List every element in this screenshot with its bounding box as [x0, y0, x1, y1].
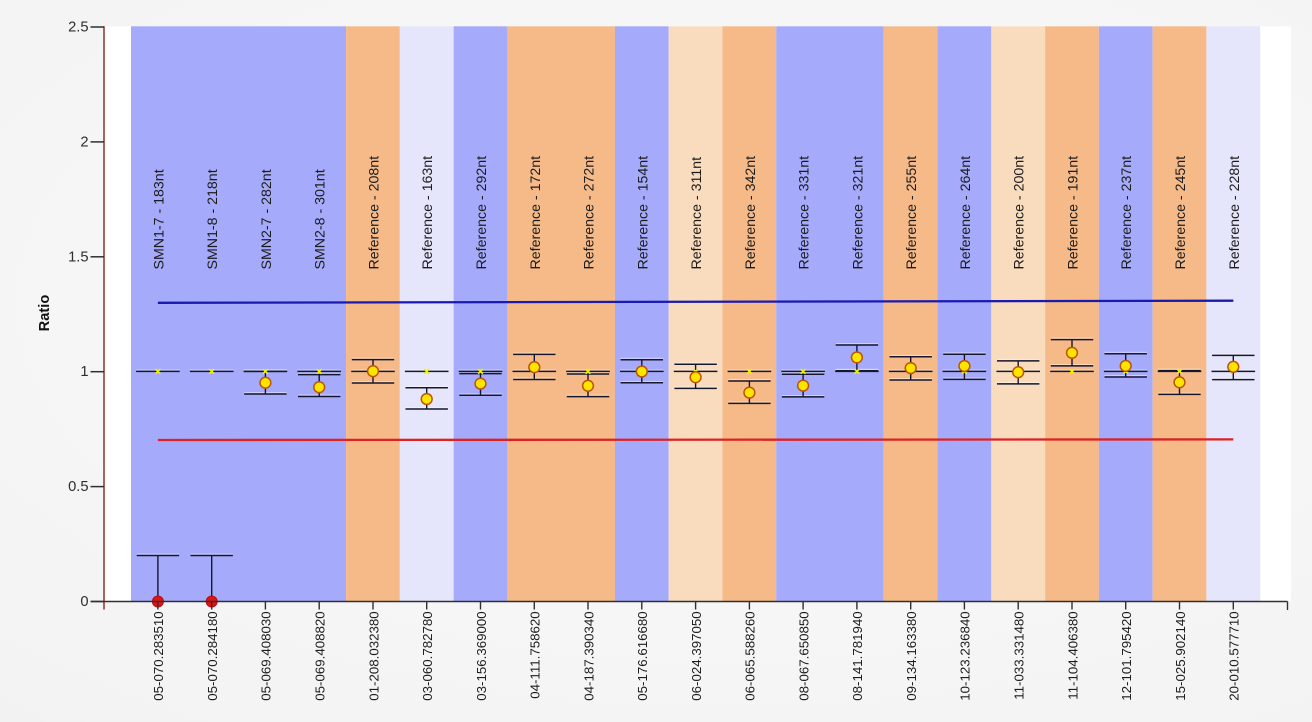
svg-text:Reference - 191nt: Reference - 191nt	[1066, 156, 1082, 270]
svg-text:05-070.284180: 05-070.284180	[205, 611, 220, 700]
svg-text:1: 1	[80, 364, 88, 380]
svg-text:01-208.032380: 01-208.032380	[366, 611, 381, 700]
svg-text:0.5: 0.5	[68, 479, 88, 495]
svg-text:05-070.283510: 05-070.283510	[151, 611, 166, 700]
svg-text:08-141.781940: 08-141.781940	[850, 611, 865, 700]
svg-text:Ratio: Ratio	[37, 295, 53, 332]
svg-text:Reference - 200nt: Reference - 200nt	[1012, 156, 1028, 270]
svg-text:Reference - 292nt: Reference - 292nt	[474, 156, 490, 270]
svg-text:Reference - 255nt: Reference - 255nt	[904, 156, 920, 270]
svg-text:SMN2-8 - 301nt: SMN2-8 - 301nt	[313, 169, 329, 269]
svg-text:Reference - 237nt: Reference - 237nt	[1119, 156, 1135, 270]
svg-text:08-067.650850: 08-067.650850	[796, 611, 811, 700]
svg-text:09-134.163380: 09-134.163380	[904, 611, 919, 700]
svg-text:Reference - 245nt: Reference - 245nt	[1173, 156, 1189, 270]
svg-text:0: 0	[80, 594, 88, 610]
svg-text:Reference - 228nt: Reference - 228nt	[1227, 156, 1243, 270]
svg-text:Reference - 154nt: Reference - 154nt	[635, 156, 651, 270]
svg-text:SMN1-8 - 218nt: SMN1-8 - 218nt	[205, 169, 221, 269]
svg-text:11-104.406380: 11-104.406380	[1065, 611, 1080, 699]
svg-text:20-010.577710: 20-010.577710	[1227, 611, 1242, 700]
svg-text:06-024.397050: 06-024.397050	[689, 611, 704, 700]
svg-text:03-156.369000: 03-156.369000	[474, 611, 489, 700]
svg-text:SMN2-7 - 282nt: SMN2-7 - 282nt	[259, 169, 275, 269]
svg-text:Reference - 311nt: Reference - 311nt	[689, 157, 705, 270]
svg-text:SMN1-7 - 183nt: SMN1-7 - 183nt	[151, 169, 167, 269]
svg-text:2.5: 2.5	[68, 20, 88, 36]
svg-text:Reference - 163nt: Reference - 163nt	[420, 156, 436, 270]
svg-text:04-187.390340: 04-187.390340	[581, 611, 596, 700]
svg-text:05-176.616680: 05-176.616680	[635, 611, 650, 700]
svg-text:Reference - 172nt: Reference - 172nt	[528, 156, 544, 270]
svg-text:Reference - 208nt: Reference - 208nt	[367, 156, 383, 270]
svg-text:06-065.588260: 06-065.588260	[743, 611, 758, 700]
svg-text:Reference - 342nt: Reference - 342nt	[743, 156, 759, 270]
svg-text:Reference - 321nt: Reference - 321nt	[850, 156, 866, 270]
svg-text:2: 2	[80, 134, 88, 150]
svg-text:Reference - 272nt: Reference - 272nt	[582, 156, 598, 270]
svg-text:12-101.795420: 12-101.795420	[1119, 611, 1134, 700]
svg-text:15-025.902140: 15-025.902140	[1173, 611, 1188, 700]
svg-text:Reference - 264nt: Reference - 264nt	[958, 156, 974, 270]
svg-text:Reference - 331nt: Reference - 331nt	[797, 156, 813, 270]
svg-text:03-060.782780: 03-060.782780	[420, 611, 435, 700]
svg-text:05-069.408030: 05-069.408030	[259, 611, 274, 700]
svg-text:10-123.236840: 10-123.236840	[958, 611, 973, 700]
svg-text:11-033.331480: 11-033.331480	[1012, 611, 1027, 699]
svg-text:04-111.758620: 04-111.758620	[528, 611, 543, 699]
svg-text:05-069.408820: 05-069.408820	[313, 611, 328, 700]
svg-text:1.5: 1.5	[68, 249, 88, 265]
